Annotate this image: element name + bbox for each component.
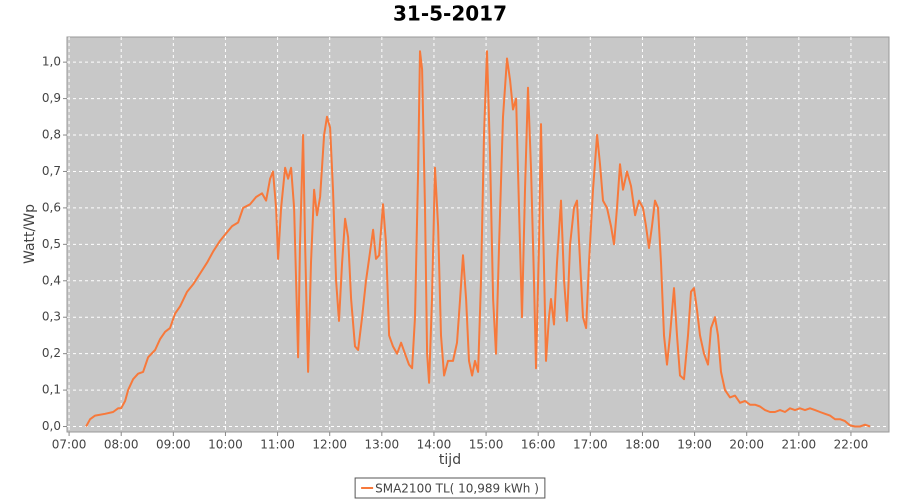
y-tick-label: 0,2	[42, 346, 61, 360]
y-tick-label: 1,0	[42, 55, 61, 69]
y-tick-label: 0,4	[42, 273, 61, 287]
chart-title: 31-5-2017	[393, 2, 507, 26]
x-tick-label: 16:00	[521, 438, 556, 452]
legend-box	[354, 477, 546, 499]
legend-label: SMA2100 TL( 10,989 kWh )	[375, 482, 539, 496]
x-tick-label: 21:00	[782, 438, 817, 452]
x-tick-label: 19:00	[677, 438, 712, 452]
y-tick-label: 0,6	[42, 200, 61, 214]
series-line	[85, 50, 871, 428]
y-axis-label: Watt/Wp	[22, 204, 38, 264]
x-tick-label: 13:00	[365, 438, 400, 452]
y-tick-label: 0,1	[42, 383, 61, 397]
x-tick-label: 11:00	[260, 438, 295, 452]
y-tick-label: 0,7	[42, 164, 61, 178]
x-tick-label: 07:00	[52, 438, 87, 452]
y-tick-label: 0,0	[42, 419, 61, 433]
y-tick-label: 0,5	[42, 237, 61, 251]
x-tick-label: 22:00	[834, 438, 869, 452]
x-tick-label: 18:00	[625, 438, 660, 452]
y-tick-label: 0,9	[42, 91, 61, 105]
x-tick-label: 10:00	[208, 438, 243, 452]
x-tick-label: 09:00	[156, 438, 191, 452]
x-tick-label: 14:00	[417, 438, 452, 452]
x-axis-label: tijd	[439, 452, 461, 468]
x-tick-label: 08:00	[104, 438, 139, 452]
x-tick-label: 17:00	[573, 438, 608, 452]
legend: SMA2100 TL( 10,989 kWh )	[354, 477, 546, 499]
x-tick-label: 12:00	[312, 438, 347, 452]
y-tick-label: 0,8	[42, 128, 61, 142]
y-tick-label: 0,3	[42, 310, 61, 324]
x-tick-label: 15:00	[469, 438, 504, 452]
x-tick-label: 20:00	[729, 438, 764, 452]
